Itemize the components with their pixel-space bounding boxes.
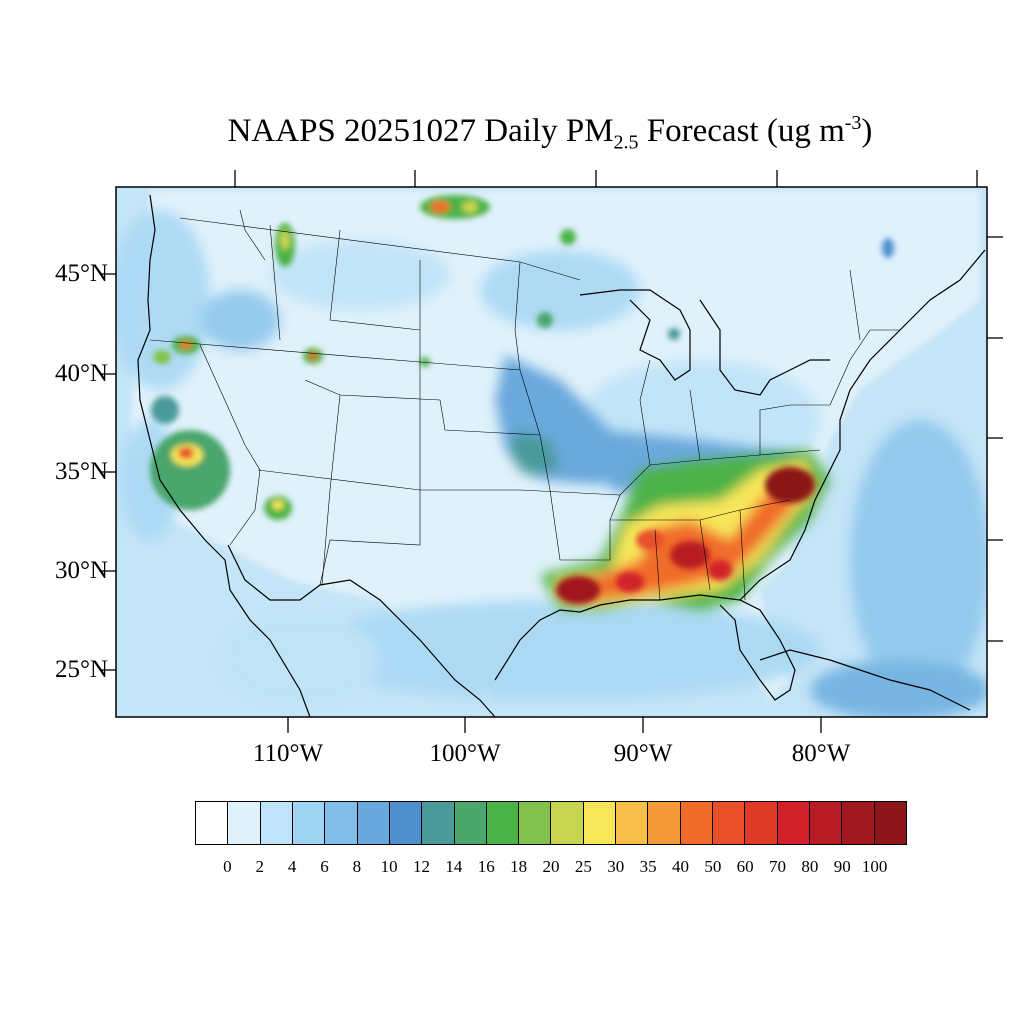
colorbar-label-60: 60 xyxy=(736,857,754,876)
haze-atlantic xyxy=(850,420,987,700)
haze-northdakota xyxy=(270,240,450,310)
colorbar-label-100: 100 xyxy=(861,857,888,876)
colorbar-swatch-13 xyxy=(616,802,649,844)
fire-canada-border xyxy=(420,195,490,219)
colorbar-swatch-19 xyxy=(809,802,843,844)
lat-label-30: 30°N xyxy=(54,557,108,584)
colorbar-swatch-2 xyxy=(260,802,293,844)
colorbar-swatch-0 xyxy=(196,802,229,844)
colorbar-label-14: 14 xyxy=(445,857,463,876)
colorbar-swatch-18 xyxy=(777,802,810,844)
haze-gulf xyxy=(300,600,820,700)
colorbar-swatch-7 xyxy=(422,802,455,844)
lat-label-25: 25°N xyxy=(54,656,108,683)
colorbar-swatch-4 xyxy=(325,802,358,844)
colorbar-swatch-14 xyxy=(648,802,681,844)
colorbar-swatch-12 xyxy=(583,802,617,844)
lat-label-45: 45°N xyxy=(54,260,108,287)
fire-california xyxy=(150,396,230,510)
colorbar-label-0: 0 xyxy=(223,857,232,876)
hotspot-georgia xyxy=(708,560,732,580)
colorbar-label-12: 12 xyxy=(413,857,431,876)
fire-minnesota xyxy=(420,229,894,367)
colorbar-swatch-15 xyxy=(680,802,713,844)
hotspot-tennessee xyxy=(636,530,664,550)
colorbar-swatch-16 xyxy=(713,802,746,844)
colorbar-label-80: 80 xyxy=(801,857,819,876)
map-frame xyxy=(115,186,988,718)
lon-label-100: 100°W xyxy=(429,740,501,767)
colorbar-label-90: 90 xyxy=(833,857,851,876)
colorbar-swatch-10 xyxy=(519,802,552,844)
title-middle: Forecast (ug m xyxy=(638,113,845,149)
frame-ticks xyxy=(100,170,1003,733)
map-title: NAAPS 20251027 Daily PM2.5 Forecast (ug … xyxy=(0,112,1024,155)
colorbar-swatch-5 xyxy=(357,802,390,844)
colorbar-label-40: 40 xyxy=(671,857,689,876)
lon-label-110: 110°W xyxy=(252,740,324,767)
title-suffix: ) xyxy=(861,113,873,149)
haze-mexico xyxy=(220,615,380,705)
hotspot-mississippi xyxy=(616,572,644,592)
colorbar-label-70: 70 xyxy=(769,857,787,876)
state-borders xyxy=(149,209,900,601)
colorbar-swatch-17 xyxy=(745,802,778,844)
fire-idaho xyxy=(303,348,323,364)
lat-label-40: 40°N xyxy=(54,360,108,387)
colorbar-label-6: 6 xyxy=(320,857,329,876)
fire-arizona xyxy=(264,496,292,520)
colorbar-swatch-6 xyxy=(389,802,423,844)
colorbar-label-20: 20 xyxy=(542,857,560,876)
colorbar-swatch-20 xyxy=(842,802,875,844)
plume-plains-core xyxy=(510,430,560,475)
lat-label-35: 35°N xyxy=(54,458,108,485)
colorbar-label-16: 16 xyxy=(477,857,495,876)
colorbar-swatch-3 xyxy=(292,802,326,844)
coastlines xyxy=(137,194,986,717)
title-subscript: 2.5 xyxy=(613,131,639,154)
haze-northeast-plains xyxy=(480,250,640,330)
plume-southeast-inner xyxy=(560,470,810,600)
title-prefix: NAAPS 20251027 Daily PM xyxy=(227,113,614,149)
colorbar-label-30: 30 xyxy=(607,857,625,876)
haze-caribbean xyxy=(810,660,987,717)
hotspot-alabama xyxy=(670,541,710,569)
colorbar-swatch-9 xyxy=(486,802,520,844)
colorbar-label-4: 4 xyxy=(287,857,297,876)
colorbar-label-50: 50 xyxy=(704,857,722,876)
lon-label-90: 90°W xyxy=(613,740,673,767)
title-superscript: -3 xyxy=(844,112,862,134)
colorbar-label-2: 2 xyxy=(255,857,264,876)
colorbar-swatch-11 xyxy=(551,802,584,844)
colorbar-label-18: 18 xyxy=(510,857,528,876)
colorbar-label-8: 8 xyxy=(352,857,362,876)
fire-oregon xyxy=(153,336,200,364)
lon-label-80: 80°W xyxy=(791,740,851,767)
colorbar-label-10: 10 xyxy=(380,857,398,876)
colorbar-label-35: 35 xyxy=(639,857,657,876)
hotspot-carolina xyxy=(765,467,815,503)
haze-idaho xyxy=(200,290,280,350)
colorbar-label-25: 25 xyxy=(574,857,592,876)
hotspot-louisiana xyxy=(556,576,600,604)
fire-montana xyxy=(275,223,295,267)
colorbar-swatch-8 xyxy=(454,802,487,844)
colorbar xyxy=(195,801,907,845)
colorbar-swatch-21 xyxy=(874,802,906,844)
colorbar-swatch-1 xyxy=(228,802,261,844)
